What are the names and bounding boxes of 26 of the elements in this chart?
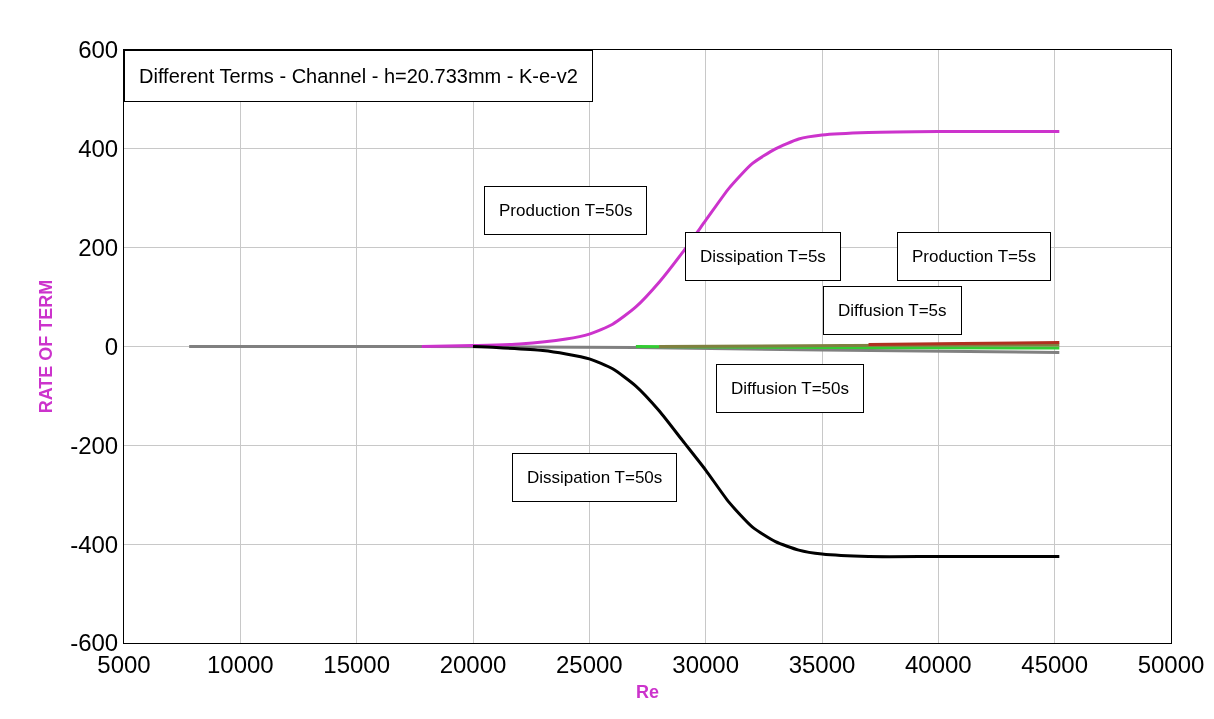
x-tick-label: 45000 — [1021, 650, 1089, 678]
y-axis-title: RATE OF TERM — [36, 279, 57, 414]
x-tick-label: 50000 — [1137, 650, 1205, 678]
line-series — [471, 345, 1061, 559]
text: Different Terms - Channel - h=20.733mm - K-e-v2 — [139, 65, 578, 87]
y-tick-label: 400 — [78, 135, 119, 163]
annotation: Dissipation T=5s — [700, 247, 826, 266]
x-axis-title: Re — [635, 681, 660, 702]
y-tick-label: 200 — [78, 234, 119, 262]
y-tick-label: -200 — [70, 431, 119, 459]
x-tick-label: 10000 — [206, 650, 274, 678]
x-tick-label: 30000 — [672, 650, 740, 678]
annotation: Dissipation T=50s — [527, 468, 663, 487]
y-tick-label: 0 — [104, 332, 119, 360]
y-tick-label: 600 — [78, 36, 119, 64]
x-tick-label: 20000 — [439, 650, 507, 678]
x-tick-label: 25000 — [555, 650, 623, 678]
y-tick-label: -400 — [70, 530, 119, 558]
annotation: Production T=50s — [499, 201, 633, 220]
annotation: Production T=5s — [912, 247, 1036, 266]
annotation: Diffusion T=5s — [838, 301, 947, 320]
x-tick-label: 40000 — [904, 650, 972, 678]
x-tick-label: 15000 — [323, 650, 391, 678]
x-tick-label: 35000 — [788, 650, 856, 678]
annotation: Diffusion T=50s — [731, 379, 849, 398]
line-series — [420, 129, 1061, 348]
